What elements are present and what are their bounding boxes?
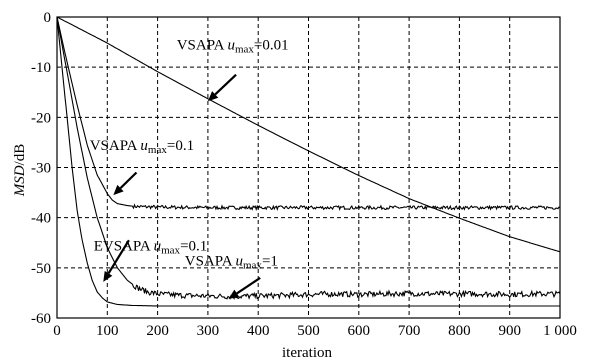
arrow-shaft	[107, 239, 130, 274]
series-layer	[56, 16, 561, 307]
label-var: u	[227, 38, 235, 54]
y-axis-label-unit: /dB	[12, 144, 28, 166]
label-main: VSAPA	[185, 253, 236, 269]
y-tick-label: 0	[44, 10, 52, 26]
y-axis-label-var: MSD	[12, 165, 28, 197]
x-tick-label: 700	[398, 323, 421, 339]
y-axis-label: MSD/dB	[12, 144, 28, 198]
x-tick-label: 800	[448, 323, 471, 339]
arrow-head	[103, 271, 113, 282]
series-line-1	[56, 16, 561, 212]
x-tick-label: 600	[348, 323, 371, 339]
x-tick-label: 500	[297, 323, 320, 339]
label-rest: =0.1	[180, 238, 207, 254]
series-line-0	[56, 16, 561, 253]
arrow-head	[113, 184, 124, 196]
label-rest: =0.01	[254, 38, 289, 54]
label-var: u	[140, 138, 148, 154]
x-tick-label: 300	[197, 323, 220, 339]
svg-text:MSD/dB: MSD/dB	[12, 144, 28, 198]
x-tick-label: 0	[53, 323, 61, 339]
annotation-label: VSAPA umax=1	[185, 253, 278, 271]
annotation-label: VSAPA umax=0.1	[90, 138, 194, 156]
arrow-shaft	[236, 276, 261, 295]
label-main: VSAPA	[90, 138, 141, 154]
label-sub: max	[161, 244, 180, 256]
x-axis-label: iteration	[282, 345, 332, 360]
label-main: EVSAPA	[94, 238, 154, 254]
label-var: u	[235, 253, 243, 269]
x-tick-label: 100	[96, 323, 119, 339]
x-tick-label: 1 000	[543, 323, 577, 339]
y-tick-label: -50	[31, 261, 51, 277]
label-sub: max	[243, 259, 262, 271]
label-var: u	[154, 238, 162, 254]
y-tick-label: -40	[31, 211, 51, 227]
y-tick-label: -10	[31, 60, 51, 76]
y-tick-label: -20	[31, 110, 51, 126]
annotation-1: VSAPA umax=0.1	[90, 138, 194, 196]
series-line-3	[56, 16, 561, 301]
series-line-2	[56, 16, 560, 307]
arrow-shaft	[119, 171, 138, 189]
label-sub: max	[148, 144, 167, 156]
x-tick-label: 900	[498, 323, 521, 339]
label-rest: =1	[262, 253, 278, 269]
grid-layer	[57, 17, 560, 318]
x-tick-label: 400	[247, 323, 270, 339]
x-tick-label: 200	[146, 323, 169, 339]
label-rest: =0.1	[167, 138, 194, 154]
label-sub: max	[235, 44, 254, 56]
arrow-shaft	[214, 73, 237, 96]
annotation-2: EVSAPA umax=0.1	[94, 238, 208, 282]
x-tick-labels: 0 100 200 300 400 500 600 700 800 900 1 000	[53, 323, 577, 339]
annotation-3: VSAPA umax=1	[185, 253, 278, 299]
arrow-head	[207, 91, 219, 102]
label-main: VSAPA	[177, 38, 228, 54]
y-tick-label: -30	[31, 161, 51, 177]
annotation-label: VSAPA umax=0.01	[177, 38, 289, 56]
annotation-label: EVSAPA umax=0.1	[94, 238, 208, 256]
y-tick-labels: 0 -10 -20 -30 -40 -50 -60	[31, 10, 51, 327]
arrow-head	[228, 289, 240, 299]
plot-frame	[56, 16, 561, 319]
annotation-0: VSAPA umax=0.01	[177, 38, 289, 102]
y-tick-label: -60	[31, 311, 51, 327]
